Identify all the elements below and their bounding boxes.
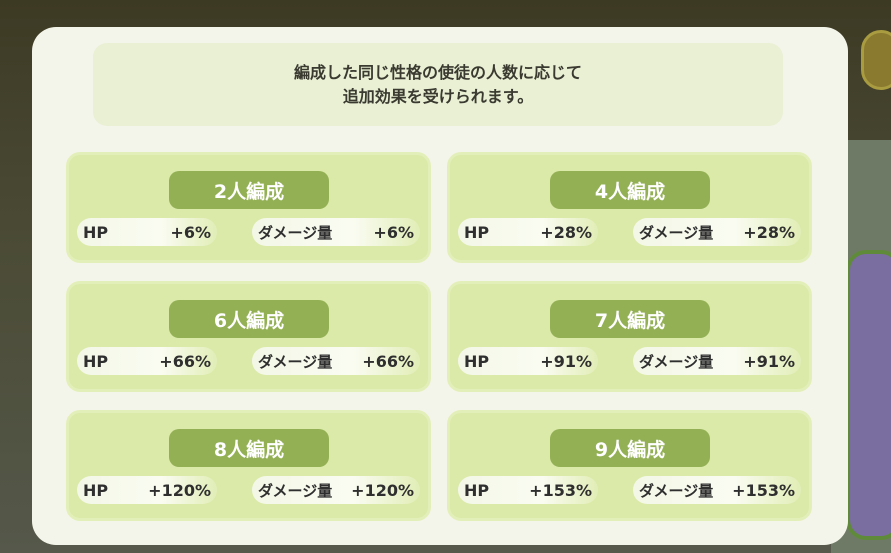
damage-label: ダメージ量 xyxy=(258,223,333,242)
hp-bonus-row: HP +66% xyxy=(77,347,217,375)
hp-bonus-row: HP +28% xyxy=(458,218,598,246)
damage-value: +153% xyxy=(732,480,795,500)
damage-bonus-row: ダメージ量 +153% xyxy=(633,476,801,504)
hp-value: +6% xyxy=(170,222,211,242)
damage-bonus-row: ダメージ量 +91% xyxy=(633,347,801,375)
hp-label: HP xyxy=(83,480,109,500)
description-box: 編成した同じ性格の使徒の人数に応じて 追加効果を受けられます。 xyxy=(93,43,783,126)
tier-title: 8人編成 xyxy=(169,429,329,467)
hp-bonus-row: HP +153% xyxy=(458,476,598,504)
hp-label: HP xyxy=(83,351,109,371)
damage-bonus-row: ダメージ量 +120% xyxy=(252,476,420,504)
hp-bonus-row: HP +91% xyxy=(458,347,598,375)
damage-value: +66% xyxy=(362,351,414,371)
tier-card: 6人編成 HP +66% ダメージ量 +66% xyxy=(66,281,431,392)
tier-card: 2人編成 HP +6% ダメージ量 +6% xyxy=(66,152,431,263)
damage-label: ダメージ量 xyxy=(258,481,333,500)
damage-value: +91% xyxy=(743,351,795,371)
tier-title: 2人編成 xyxy=(169,171,329,209)
hp-bonus-row: HP +6% xyxy=(77,218,217,246)
hp-label: HP xyxy=(464,351,490,371)
background-character-panel xyxy=(846,250,891,540)
damage-label: ダメージ量 xyxy=(639,481,714,500)
hp-value: +91% xyxy=(540,351,592,371)
tier-title: 9人編成 xyxy=(550,429,710,467)
tier-title: 7人編成 xyxy=(550,300,710,338)
hp-value: +28% xyxy=(540,222,592,242)
hp-value: +66% xyxy=(159,351,211,371)
description-line-2: 追加効果を受けられます。 xyxy=(342,86,534,106)
tier-card: 4人編成 HP +28% ダメージ量 +28% xyxy=(447,152,812,263)
damage-label: ダメージ量 xyxy=(639,352,714,371)
damage-value: +28% xyxy=(743,222,795,242)
damage-value: +6% xyxy=(373,222,414,242)
damage-label: ダメージ量 xyxy=(639,223,714,242)
hp-value: +153% xyxy=(529,480,592,500)
damage-bonus-row: ダメージ量 +28% xyxy=(633,218,801,246)
hp-label: HP xyxy=(83,222,109,242)
tier-card: 9人編成 HP +153% ダメージ量 +153% xyxy=(447,410,812,521)
tier-title: 4人編成 xyxy=(550,171,710,209)
formation-bonus-dialog: 編成した同じ性格の使徒の人数に応じて 追加効果を受けられます。 2人編成 HP +… xyxy=(32,27,848,545)
tier-card: 7人編成 HP +91% ダメージ量 +91% xyxy=(447,281,812,392)
hp-label: HP xyxy=(464,222,490,242)
damage-label: ダメージ量 xyxy=(258,352,333,371)
description-line-1: 編成した同じ性格の使徒の人数に応じて xyxy=(293,62,582,82)
tier-card: 8人編成 HP +120% ダメージ量 +120% xyxy=(66,410,431,521)
damage-bonus-row: ダメージ量 +6% xyxy=(252,218,420,246)
hp-label: HP xyxy=(464,480,490,500)
damage-value: +120% xyxy=(351,480,414,500)
tier-title: 6人編成 xyxy=(169,300,329,338)
damage-bonus-row: ダメージ量 +66% xyxy=(252,347,420,375)
background-currency-icon xyxy=(861,30,891,90)
hp-value: +120% xyxy=(148,480,211,500)
hp-bonus-row: HP +120% xyxy=(77,476,217,504)
